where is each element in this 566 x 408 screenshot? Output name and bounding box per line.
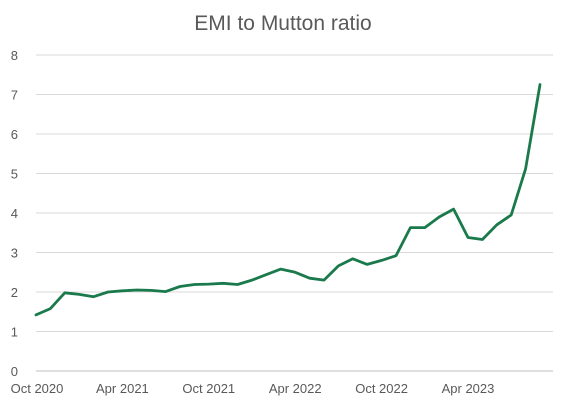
y-tick-label: 1	[11, 325, 18, 340]
y-tick-label: 5	[11, 167, 18, 182]
chart-title: EMI to Mutton ratio	[194, 12, 372, 35]
x-tick-label: Oct 2021	[182, 381, 235, 396]
x-axis-ticks: Oct 2020 Apr 2021 Oct 2021 Apr 2022 Oct 2022…	[11, 381, 495, 396]
x-tick-label: Apr 2022	[269, 381, 322, 396]
y-axis-ticks: 0 1 2 3 4 5 6 7 8	[11, 48, 18, 379]
y-tick-label: 4	[11, 206, 18, 221]
series-line	[34, 83, 542, 317]
y-tick-label: 0	[11, 364, 18, 379]
y-tick-label: 3	[11, 246, 18, 261]
x-tick-label: Apr 2021	[96, 381, 149, 396]
y-tick-label: 6	[11, 127, 18, 142]
x-tick-label: Apr 2023	[442, 381, 495, 396]
x-tick-label: Oct 2020	[11, 381, 64, 396]
gridlines	[36, 54, 553, 372]
y-tick-label: 7	[11, 88, 18, 103]
x-tick-label: Oct 2022	[355, 381, 408, 396]
y-tick-label: 2	[11, 285, 18, 300]
y-tick-label: 8	[11, 48, 18, 63]
